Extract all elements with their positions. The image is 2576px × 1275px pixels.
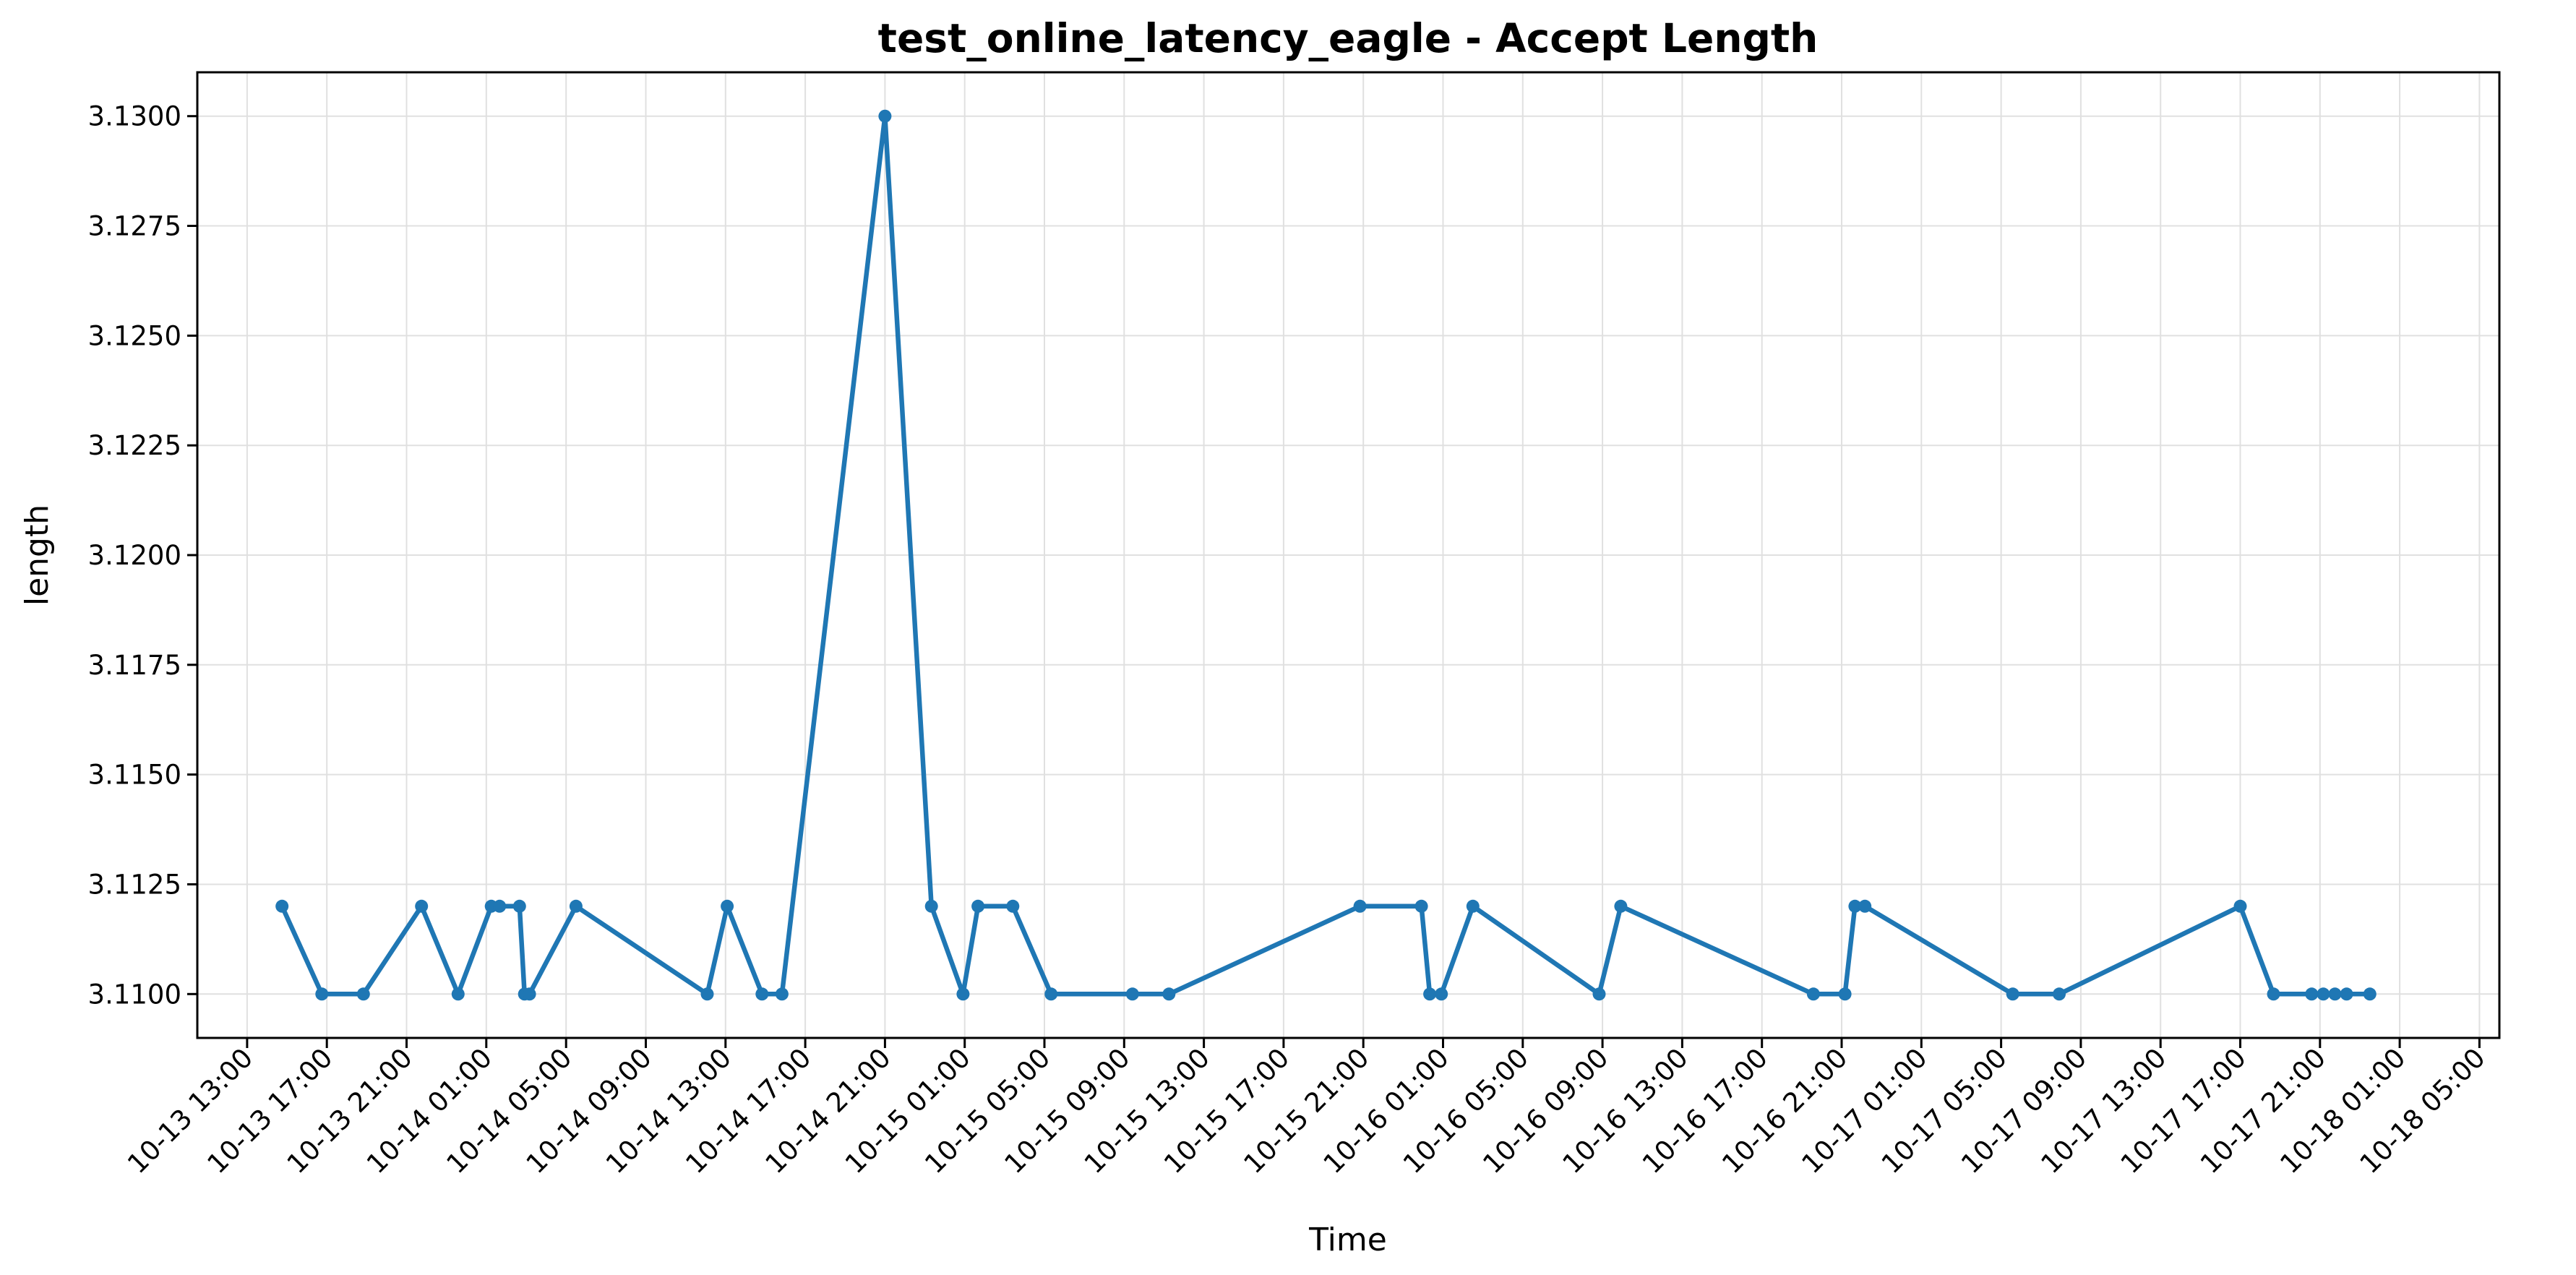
data-point	[415, 899, 429, 913]
data-point	[971, 899, 985, 913]
data-point	[1592, 987, 1606, 1001]
y-tick-label: 3.1175	[88, 650, 181, 681]
data-point	[1858, 899, 1872, 913]
data-point	[493, 899, 507, 913]
data-point	[1614, 899, 1628, 913]
y-tick-label: 3.1225	[88, 430, 181, 461]
data-point	[569, 899, 583, 913]
data-point	[1353, 899, 1367, 913]
data-point	[755, 987, 769, 1001]
data-point	[2305, 987, 2319, 1001]
y-tick-label: 3.1250	[88, 320, 181, 351]
data-point	[700, 987, 714, 1001]
data-point	[2317, 987, 2330, 1001]
data-point	[1435, 987, 1448, 1001]
y-axis-label: length	[19, 505, 56, 606]
data-point	[1006, 899, 1020, 913]
grid-lines	[197, 72, 2499, 1038]
data-point	[2340, 987, 2353, 1001]
data-point	[1125, 987, 1139, 1001]
x-axis-label: Time	[1308, 1222, 1387, 1258]
data-point	[315, 987, 329, 1001]
data-point	[878, 109, 892, 123]
y-tick-label: 3.1125	[88, 870, 181, 901]
data-point	[956, 987, 970, 1001]
data-point	[2363, 987, 2377, 1001]
data-point	[1044, 987, 1058, 1001]
data-series	[275, 109, 2377, 1001]
data-point	[2233, 899, 2247, 913]
data-point	[2267, 987, 2280, 1001]
data-point	[775, 987, 789, 1001]
data-point	[523, 987, 536, 1001]
data-point	[1848, 899, 1862, 913]
chart-title: test_online_latency_eagle - Accept Lengt…	[878, 15, 1819, 61]
data-point	[1423, 987, 1437, 1001]
data-point	[1414, 899, 1428, 913]
data-point	[1838, 987, 1852, 1001]
data-point	[721, 899, 734, 913]
data-point	[512, 899, 526, 913]
data-point	[2328, 987, 2342, 1001]
data-point	[275, 899, 289, 913]
y-tick-label: 3.1100	[88, 979, 181, 1010]
y-tick-label: 3.1200	[88, 540, 181, 571]
y-tick-label: 3.1150	[88, 760, 181, 791]
data-point	[2006, 987, 2019, 1001]
y-axis-ticks: 3.1100 3.1125 3.1150 3.1175 3.1200 3.1225 3.12…	[88, 101, 197, 1010]
y-tick-label: 3.1300	[88, 101, 181, 132]
data-point	[2053, 987, 2066, 1001]
data-point	[1806, 987, 1820, 1001]
y-tick-label: 3.1275	[88, 211, 181, 242]
data-point	[356, 987, 370, 1001]
data-point	[924, 899, 938, 913]
data-point	[451, 987, 465, 1001]
data-point	[1162, 987, 1176, 1001]
data-point	[1466, 899, 1480, 913]
